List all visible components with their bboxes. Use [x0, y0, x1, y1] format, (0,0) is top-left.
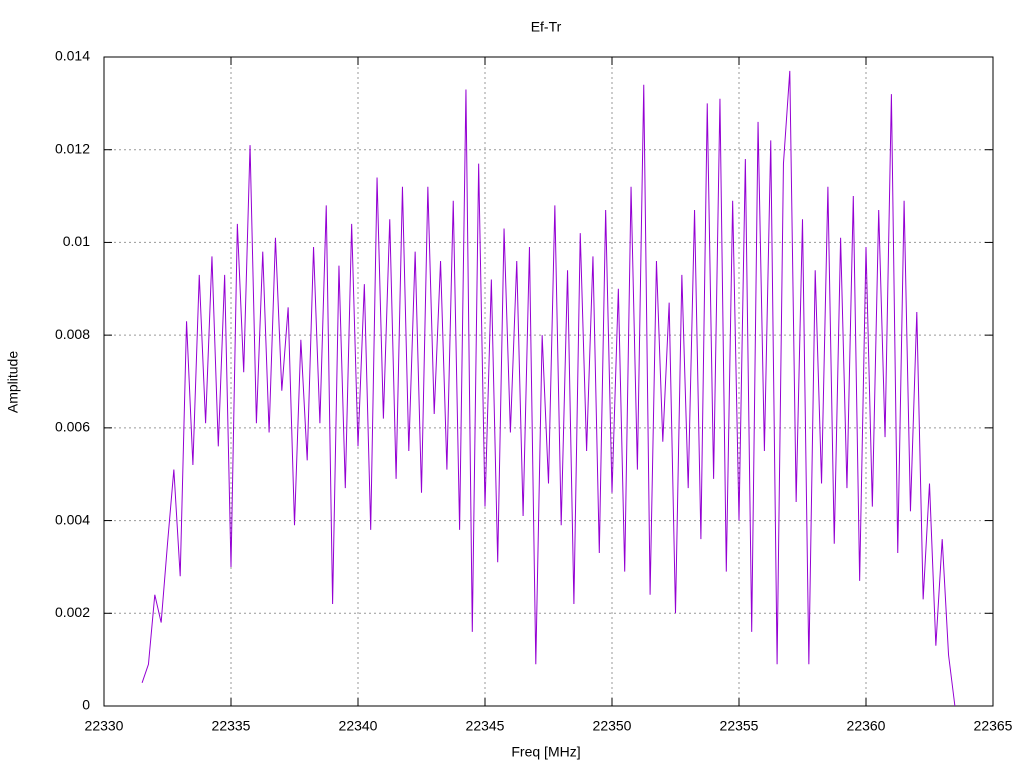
- y-tick-label: 0: [82, 697, 90, 713]
- y-tick-label: 0.006: [55, 419, 90, 435]
- x-tick-label: 22340: [339, 718, 378, 734]
- y-tick-label: 0.01: [63, 233, 90, 249]
- x-tick-label: 22330: [85, 718, 124, 734]
- x-tick-label: 22355: [720, 718, 759, 734]
- x-tick-label: 22335: [212, 718, 251, 734]
- y-tick-label: 0.004: [55, 511, 90, 527]
- plot-border: [103, 56, 994, 707]
- y-tick-label: 0.014: [55, 48, 90, 64]
- x-tick-label: 22365: [974, 718, 1013, 734]
- data-line: [141, 70, 956, 707]
- y-tick-label: 0.002: [55, 604, 90, 620]
- x-tick-label: 22350: [593, 718, 632, 734]
- x-tick-label: 22360: [847, 718, 886, 734]
- y-tick-label: 0.012: [55, 140, 90, 156]
- y-tick-label: 0.008: [55, 326, 90, 342]
- y-axis-label: Amplitude: [5, 351, 21, 413]
- chart-title: Ef-Tr: [531, 19, 562, 35]
- x-axis-label: Freq [MHz]: [511, 744, 580, 760]
- x-tick-label: 22345: [466, 718, 505, 734]
